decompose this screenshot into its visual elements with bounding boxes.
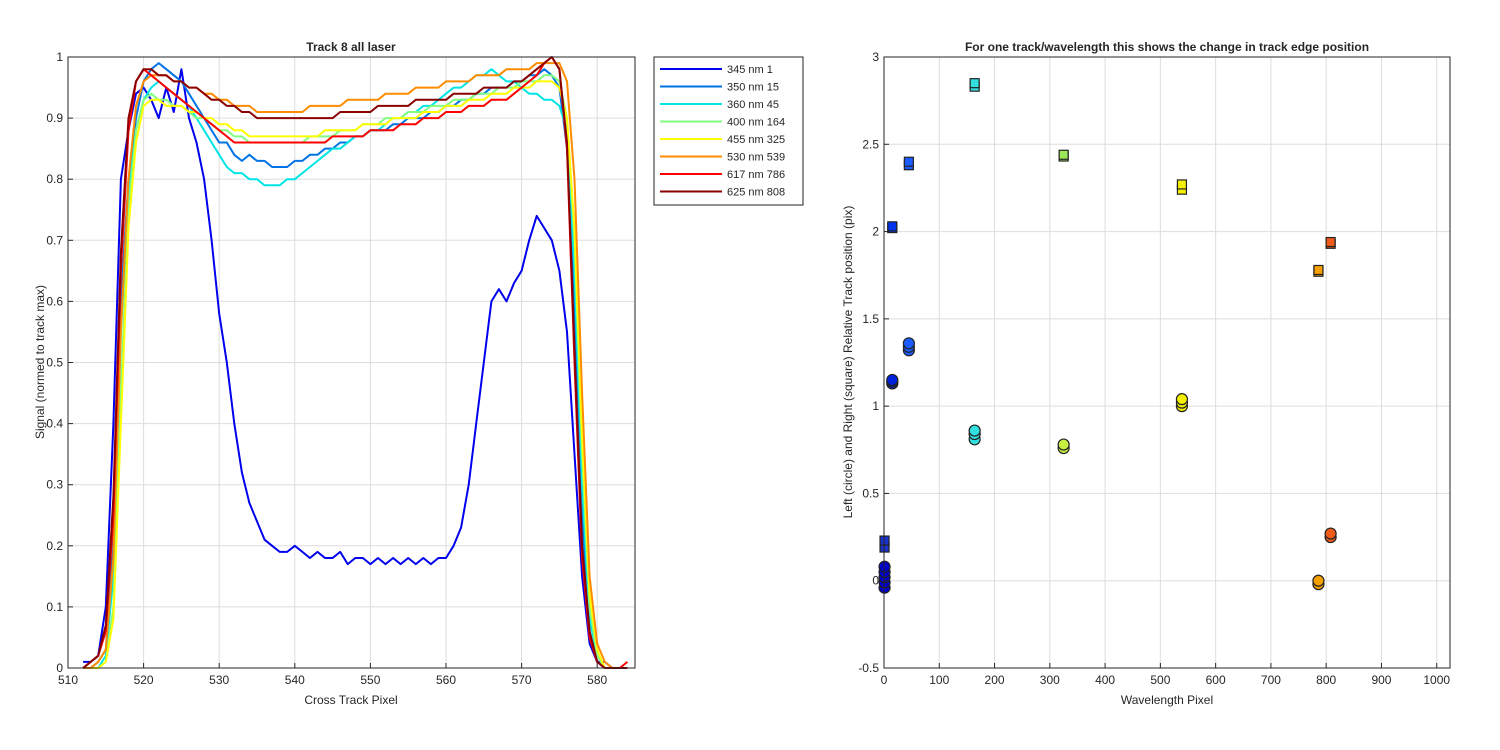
right-x-tick-label: 0 bbox=[881, 673, 888, 687]
right-x-axis-label: Wavelength Pixel bbox=[1121, 693, 1213, 707]
right-edge-point bbox=[1058, 149, 1069, 160]
left-x-tick-label: 540 bbox=[285, 673, 305, 687]
right-x-tick-label: 600 bbox=[1206, 673, 1226, 687]
right-y-ticks: -0.5 0 0.5 1 1.5 2 2.5 3 bbox=[858, 50, 889, 675]
right-x-tick-label: 200 bbox=[985, 673, 1005, 687]
left-y-tick-label: 0.2 bbox=[46, 539, 63, 553]
legend-items: 345 nm 1 350 nm 15 360 nm 45 400 nm 164 455 … bbox=[660, 64, 785, 199]
series-line-7 bbox=[82, 56, 628, 669]
left-edge-point bbox=[1057, 438, 1070, 451]
series-line-4 bbox=[83, 80, 628, 669]
left-y-tick-label: 1 bbox=[56, 50, 63, 64]
right-x-tick-label: 300 bbox=[1040, 673, 1060, 687]
series-line-6 bbox=[82, 56, 629, 669]
right-edge-point bbox=[1313, 264, 1324, 276]
series-line-0 bbox=[83, 68, 628, 669]
left-y-tick-label: 0.5 bbox=[46, 356, 63, 370]
right-points-group bbox=[878, 78, 1337, 594]
right-y-tick-label: 2 bbox=[872, 225, 879, 239]
right-chart-title: For one track/wavelength this shows the … bbox=[965, 40, 1369, 54]
left-chart-title: Track 8 all laser bbox=[306, 40, 396, 54]
right-y-tick-label: 0 bbox=[872, 574, 879, 588]
right-x-tick-label: 700 bbox=[1261, 673, 1281, 687]
right-y-tick-label: 1 bbox=[872, 399, 879, 413]
right-y-tick-label: 0.5 bbox=[862, 486, 879, 500]
left-edge-point bbox=[878, 560, 891, 573]
left-y-tick-label: 0.7 bbox=[46, 233, 63, 247]
left-y-tick-label: 0.4 bbox=[46, 417, 63, 431]
legend-entry: 530 nm 539 bbox=[727, 152, 785, 164]
left-edge-point bbox=[1175, 393, 1189, 406]
left-x-tick-label: 560 bbox=[436, 673, 456, 687]
right-x-tick-label: 1000 bbox=[1423, 673, 1450, 687]
right-x-tick-label: 100 bbox=[929, 673, 949, 687]
left-x-ticks: 510 520 530 540 550 560 570 580 bbox=[58, 663, 608, 687]
right-edge-point bbox=[879, 535, 890, 546]
legend-entry: 455 nm 325 bbox=[727, 134, 785, 146]
left-series-group bbox=[82, 56, 629, 669]
left-y-tick-label: 0 bbox=[56, 661, 63, 675]
right-x-tick-label: 900 bbox=[1371, 673, 1391, 687]
right-y-tick-label: 2.5 bbox=[862, 137, 879, 151]
legend-entry: 617 nm 786 bbox=[727, 169, 785, 181]
right-x-tick-label: 800 bbox=[1316, 673, 1336, 687]
right-plot-area bbox=[884, 57, 1450, 668]
right-y-axis-label: Left (circle) and Right (square) Relativ… bbox=[841, 206, 855, 519]
left-y-tick-label: 0.9 bbox=[46, 111, 63, 125]
left-x-tick-label: 530 bbox=[209, 673, 229, 687]
left-edge-point bbox=[968, 424, 981, 437]
legend-entry: 345 nm 1 bbox=[727, 64, 773, 76]
left-y-tick-label: 0.6 bbox=[46, 294, 63, 308]
left-chart-legend: 345 nm 1 350 nm 15 360 nm 45 400 nm 164 455 … bbox=[653, 56, 804, 206]
right-y-tick-label: 3 bbox=[872, 50, 879, 64]
left-x-axis-label: Cross Track Pixel bbox=[304, 693, 397, 707]
right-scatter-chart: 0 100 200 300 400 500 600 700 800 900 1000 -0.500.… bbox=[841, 40, 1451, 707]
legend-entry: 625 nm 808 bbox=[727, 187, 785, 199]
right-edge-point bbox=[887, 221, 898, 232]
right-edge-point bbox=[903, 156, 914, 167]
left-y-tick-label: 0.1 bbox=[46, 600, 63, 614]
legend-entry: 400 nm 164 bbox=[727, 117, 785, 129]
left-edge-point bbox=[1324, 527, 1337, 540]
left-edge-point bbox=[1312, 574, 1325, 587]
left-edge-point bbox=[886, 373, 899, 387]
left-y-ticks: 0 0.1 0.2 0.3 0.4 0.5 0.6 0.7 0.8 0.9 1 bbox=[46, 50, 73, 675]
legend-entry: 350 nm 15 bbox=[727, 82, 779, 94]
left-y-axis-label: Signal (normed to track max) bbox=[33, 285, 47, 439]
right-edge-point bbox=[1176, 179, 1188, 190]
right-y-tick-label: 1.5 bbox=[862, 312, 879, 326]
left-line-chart: 510 520 530 540 550 560 570 580 0 0.1 0.2 0.3 0.4 0.… bbox=[33, 40, 636, 707]
left-x-tick-label: 510 bbox=[58, 673, 78, 687]
left-x-tick-label: 580 bbox=[587, 673, 607, 687]
right-x-ticks: 0 100 200 300 400 500 600 700 800 900 1000 bbox=[881, 663, 1450, 687]
right-x-tick-label: 500 bbox=[1150, 673, 1170, 687]
left-edge-point bbox=[902, 337, 915, 350]
legend-entry: 360 nm 45 bbox=[727, 99, 779, 111]
left-x-tick-label: 570 bbox=[512, 673, 532, 687]
legend-box bbox=[653, 56, 804, 206]
right-x-tick-label: 400 bbox=[1095, 673, 1115, 687]
left-y-tick-label: 0.3 bbox=[46, 478, 63, 492]
right-y-tick-label: -0.5 bbox=[858, 661, 879, 675]
right-edge-point bbox=[1325, 236, 1336, 248]
left-x-tick-label: 550 bbox=[360, 673, 380, 687]
left-x-tick-label: 520 bbox=[134, 673, 154, 687]
right-plot-border bbox=[883, 56, 1451, 669]
right-edge-point bbox=[969, 78, 980, 89]
left-y-tick-label: 0.8 bbox=[46, 172, 63, 186]
